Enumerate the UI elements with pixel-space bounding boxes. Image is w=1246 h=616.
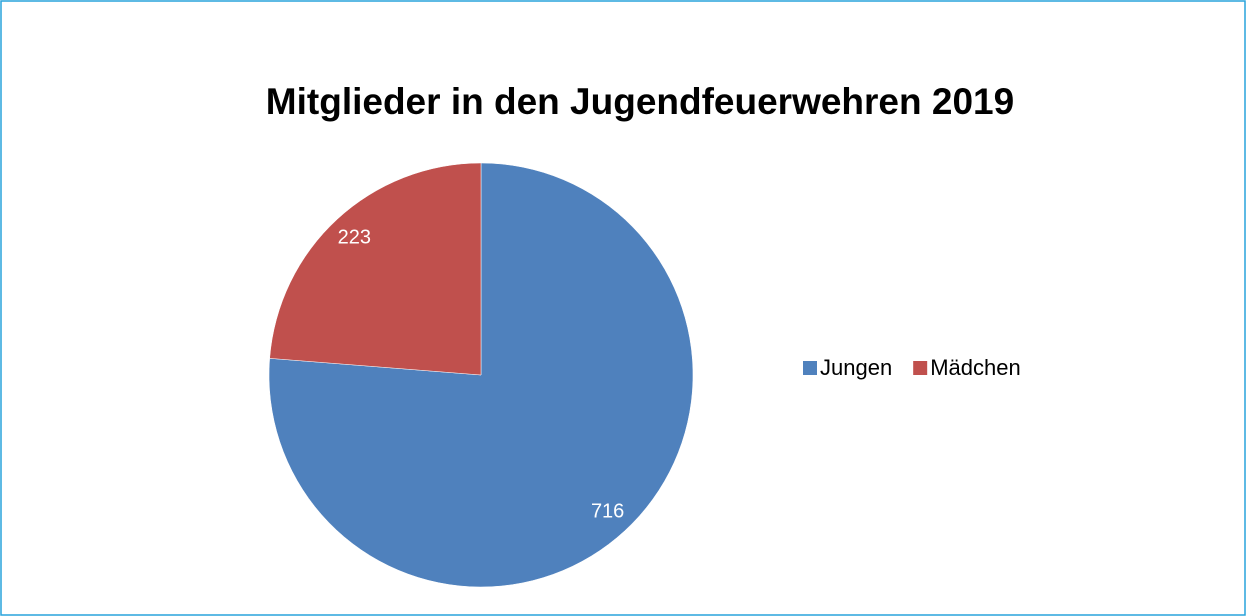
pie-slice xyxy=(268,162,694,588)
legend-label: Mädchen xyxy=(930,355,1021,380)
data-label: 223 xyxy=(338,226,371,248)
legend-swatch xyxy=(803,361,817,375)
data-label: 716 xyxy=(591,500,624,522)
chart-title: Mitglieder in den Jugendfeuerwehren 2019 xyxy=(266,81,1014,122)
legend-swatch xyxy=(913,361,928,375)
pie-slice xyxy=(269,162,482,376)
legend-label: Jungen xyxy=(820,355,892,380)
